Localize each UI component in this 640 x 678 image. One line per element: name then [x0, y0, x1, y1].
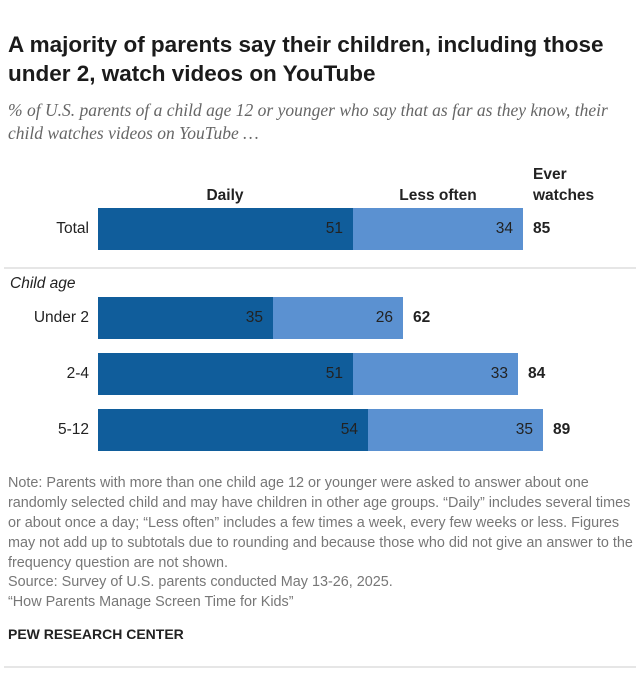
- bar: [98, 297, 273, 339]
- chart-title: A majority of parents say their children…: [8, 32, 604, 86]
- value-label: 33: [491, 365, 508, 382]
- report: “How Parents Manage Screen Time for Kids…: [8, 594, 294, 610]
- bar: [98, 409, 368, 451]
- bar: [98, 208, 353, 250]
- category-label: 2-4: [67, 365, 90, 382]
- bar: [353, 208, 523, 250]
- value-label: 51: [326, 365, 343, 382]
- total-label: 85: [533, 220, 551, 237]
- note: Note: Parents with more than one child a…: [8, 475, 633, 571]
- value-label: 26: [376, 309, 393, 326]
- totals-header: Ever watches: [532, 166, 594, 204]
- value-label: 54: [341, 421, 359, 438]
- bar: [353, 353, 518, 395]
- brand: PEW RESEARCH CENTER: [8, 626, 184, 642]
- value-label: 34: [496, 220, 514, 237]
- total-label: 89: [553, 421, 571, 438]
- legend-label: Less often: [399, 187, 477, 204]
- value-label: 51: [326, 220, 343, 237]
- bar: [98, 353, 353, 395]
- total-label: 62: [413, 309, 430, 326]
- chart-subtitle: % of U.S. parents of a child age 12 or y…: [8, 100, 608, 143]
- source: Source: Survey of U.S. parents conducted…: [8, 574, 393, 590]
- bar: [273, 297, 403, 339]
- group-label: Child age: [10, 275, 76, 292]
- category-label: Under 2: [34, 309, 89, 326]
- value-label: 35: [516, 421, 533, 438]
- category-label: Total: [56, 220, 89, 237]
- bar: [368, 409, 543, 451]
- value-label: 35: [246, 309, 263, 326]
- category-label: 5-12: [58, 421, 89, 438]
- legend-label: Daily: [206, 187, 243, 204]
- total-label: 84: [528, 365, 546, 382]
